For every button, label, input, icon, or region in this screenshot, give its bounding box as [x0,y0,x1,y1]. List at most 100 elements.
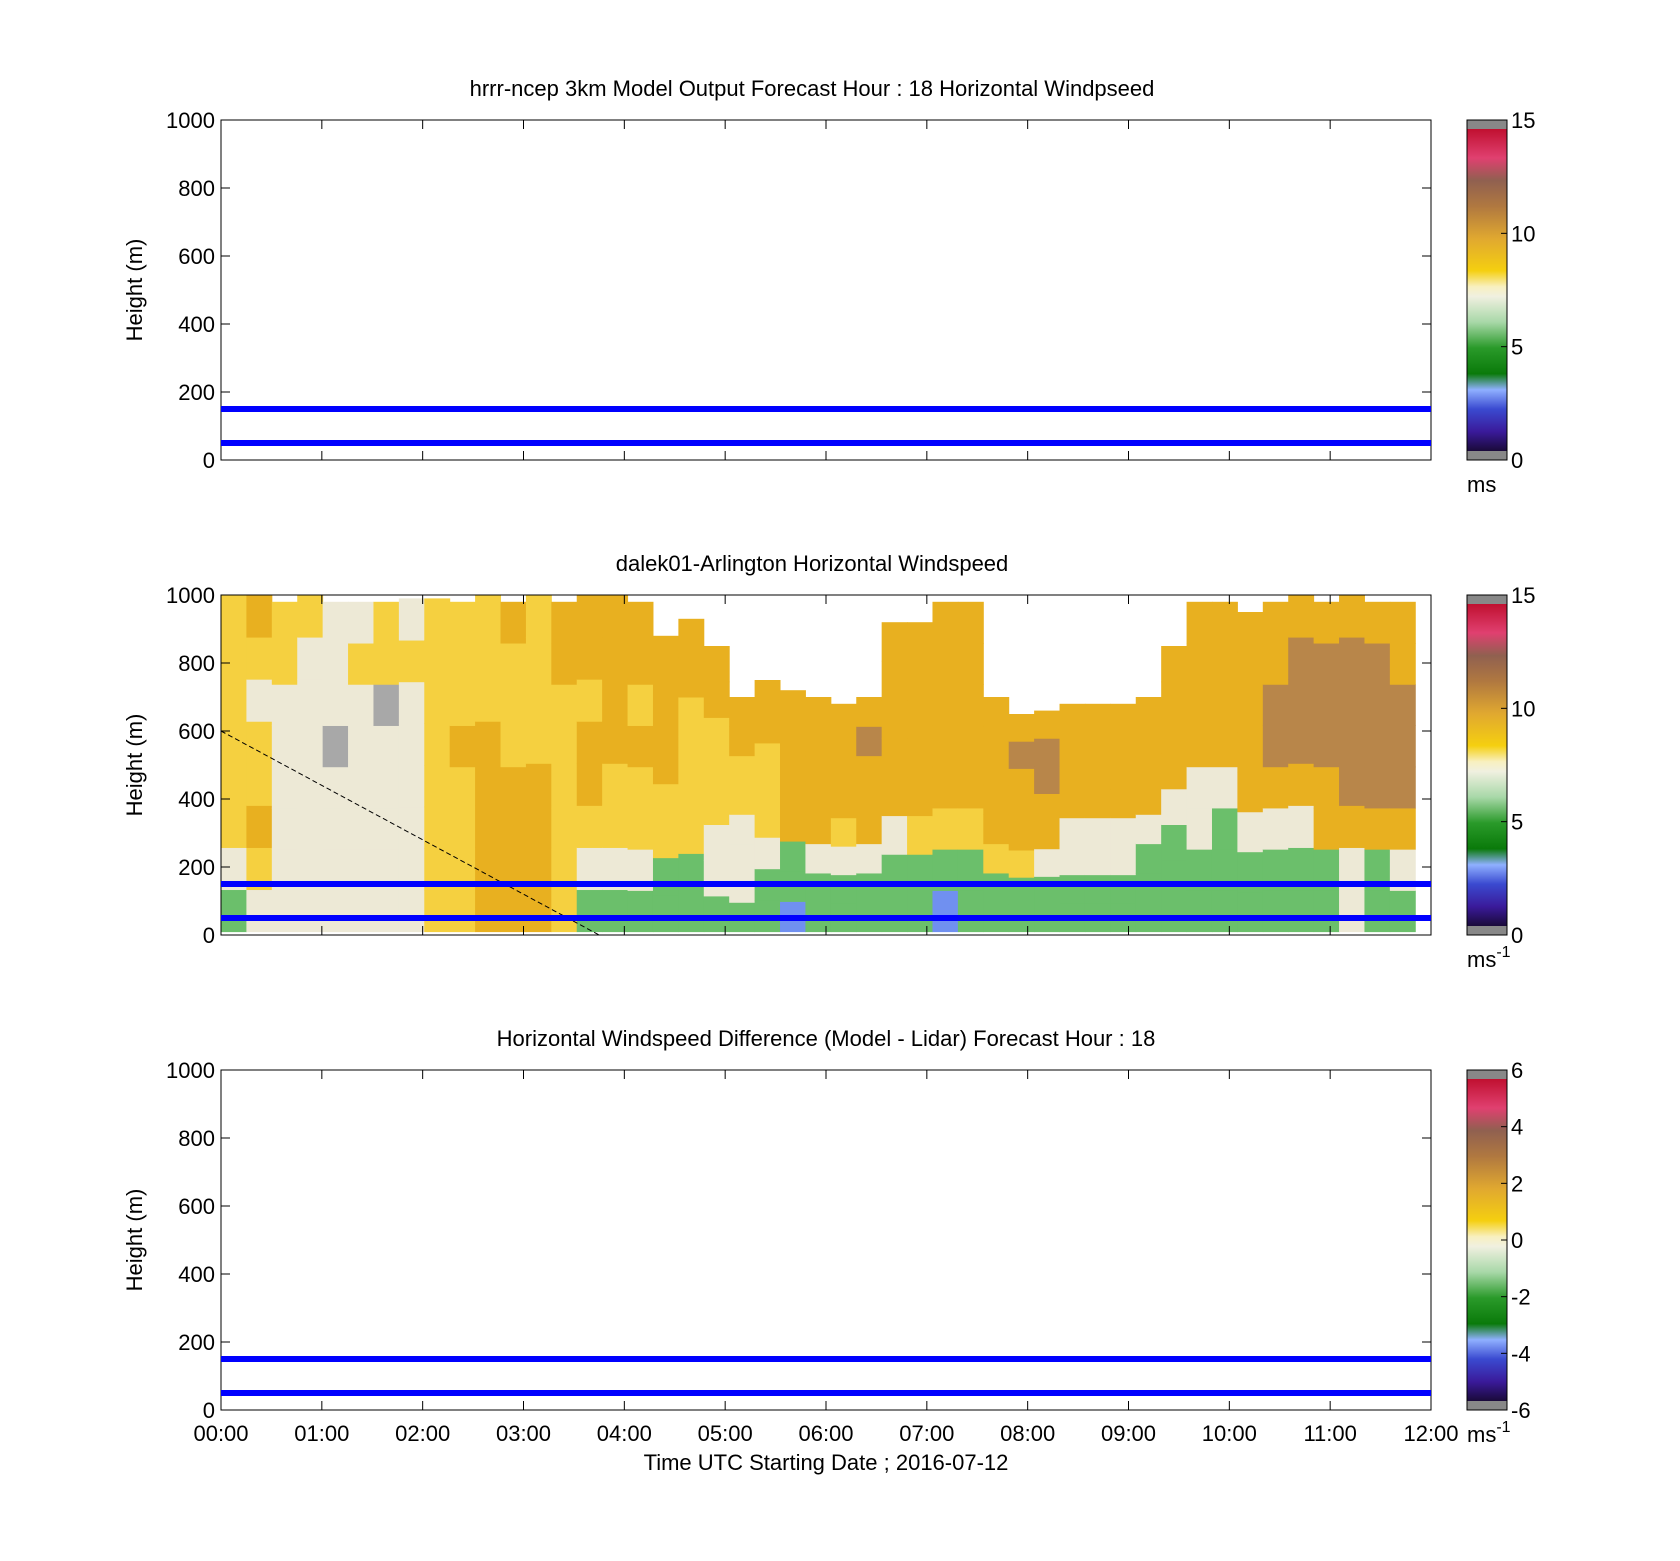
y-tick-label: 400 [178,312,215,337]
heatmap-cell [805,726,832,757]
heatmap-cell [1211,766,1238,809]
y-tick-label: 0 [203,448,215,473]
colorbar-frame [1466,119,1508,461]
heatmap-cell [805,872,832,903]
heatmap-cell [703,646,730,683]
heatmap-cell [1161,681,1188,718]
heatmap-cell [348,890,374,933]
heatmap-cell [678,657,705,698]
y-tick-label: 200 [178,855,215,880]
colorbar-tick-label: 2 [1511,1171,1523,1196]
heatmap-cell [449,890,476,933]
heatmap-cell [983,755,1010,786]
heatmap-cell [907,776,933,817]
heatmap-cell [398,889,425,933]
heatmap-cell [1237,651,1264,693]
heatmap-cell [373,684,400,726]
heatmap-cell [1339,889,1365,933]
heatmap-cell [1034,793,1061,822]
heatmap-cell [1008,714,1035,742]
heatmap-cell [271,725,298,768]
heatmap-cell [1135,755,1162,786]
heatmap-cell [932,890,959,933]
heatmap-cell [1059,846,1086,876]
heatmap-cell [780,780,806,812]
heatmap-cell [1389,725,1416,768]
heatmap-cell [907,660,933,701]
heatmap-cell [1313,766,1340,809]
heatmap-cell [678,697,705,737]
heatmap-cell [1186,643,1213,685]
model-output-panel: hrrr-ncep 3km Model Output Forecast Hour… [122,76,1535,497]
panel-title: dalek01-Arlington Horizontal Windspeed [616,551,1009,576]
heatmap-cell [1364,601,1391,644]
heatmap-cell [1059,817,1086,847]
heatmap-cell [271,601,298,644]
heatmap-cell [1262,725,1289,768]
heatmap-cell [1110,817,1137,847]
heatmap-cell [703,895,730,933]
heatmap-cell [729,872,756,903]
heatmap-cell [348,643,374,685]
colorbar-unit: ms-1 [1467,944,1511,972]
heatmap-cell [932,725,959,768]
colorbar-tick-label: 0 [1511,448,1523,473]
heatmap-cell [932,766,959,809]
heatmap-cell [830,817,857,847]
heatmap-cell [1161,717,1188,754]
heatmap-cell [805,755,832,786]
heatmap-cell [1389,684,1416,726]
heatmap-cell [1262,684,1289,726]
heatmap-cell [1288,637,1315,680]
heatmap-cell [856,843,883,874]
heatmap-cell [1364,725,1391,768]
heatmap-cell [1237,612,1264,653]
heatmap-cell [424,806,451,849]
y-tick-label: 1000 [166,1058,215,1083]
heatmap-cell [881,892,908,933]
colorbar-unit: ms-1 [1467,1419,1511,1447]
heatmap-cell [1110,846,1137,876]
heatmap-cell [1262,643,1289,685]
heatmap-cell [1084,874,1111,904]
heatmap-cell [602,595,629,638]
heatmap-cell [525,889,552,933]
heatmap-cell [729,843,756,874]
heatmap-cell [322,643,349,685]
heatmap-cell [881,660,908,701]
heatmap-cell [1186,601,1213,644]
heatmap-cell [221,679,247,722]
heatmap-cell [551,807,578,850]
heatmap-cell [221,637,247,680]
heatmap-cell [1389,807,1416,850]
y-axis: 0 200 400 600 800 1000 [166,1058,1431,1423]
heatmap-cell [576,805,603,848]
heatmap-cell [780,810,806,842]
heatmap-cell [348,684,374,726]
x-axis [220,120,1432,460]
heatmap-cell [627,890,654,933]
heatmap-cell [348,725,374,768]
heatmap-cell [907,815,933,855]
colorbar-over [1467,120,1507,129]
y-tick-label: 0 [203,923,215,948]
heatmap-cell [500,725,527,768]
heatmap-cell [1288,889,1315,933]
heatmap-cell [525,805,552,848]
heatmap-cell [475,805,502,848]
heatmap-cell [271,684,298,726]
heatmap-cell [373,807,400,850]
heatmap-cell [475,679,502,722]
heatmap-cell [1364,643,1391,685]
heatmap-cell [729,755,756,786]
heatmap-cell [449,601,476,644]
x-tick-label: 10:00 [1202,1421,1257,1446]
heatmap-cell [957,807,984,850]
heatmap-cell [449,684,476,726]
heatmap-cell [1059,703,1086,733]
heatmap-cell [322,890,349,933]
heatmap-cell [271,643,298,685]
y-tick-label: 1000 [166,583,215,608]
heatmap-cell [830,703,857,733]
y-tick-label: 400 [178,787,215,812]
